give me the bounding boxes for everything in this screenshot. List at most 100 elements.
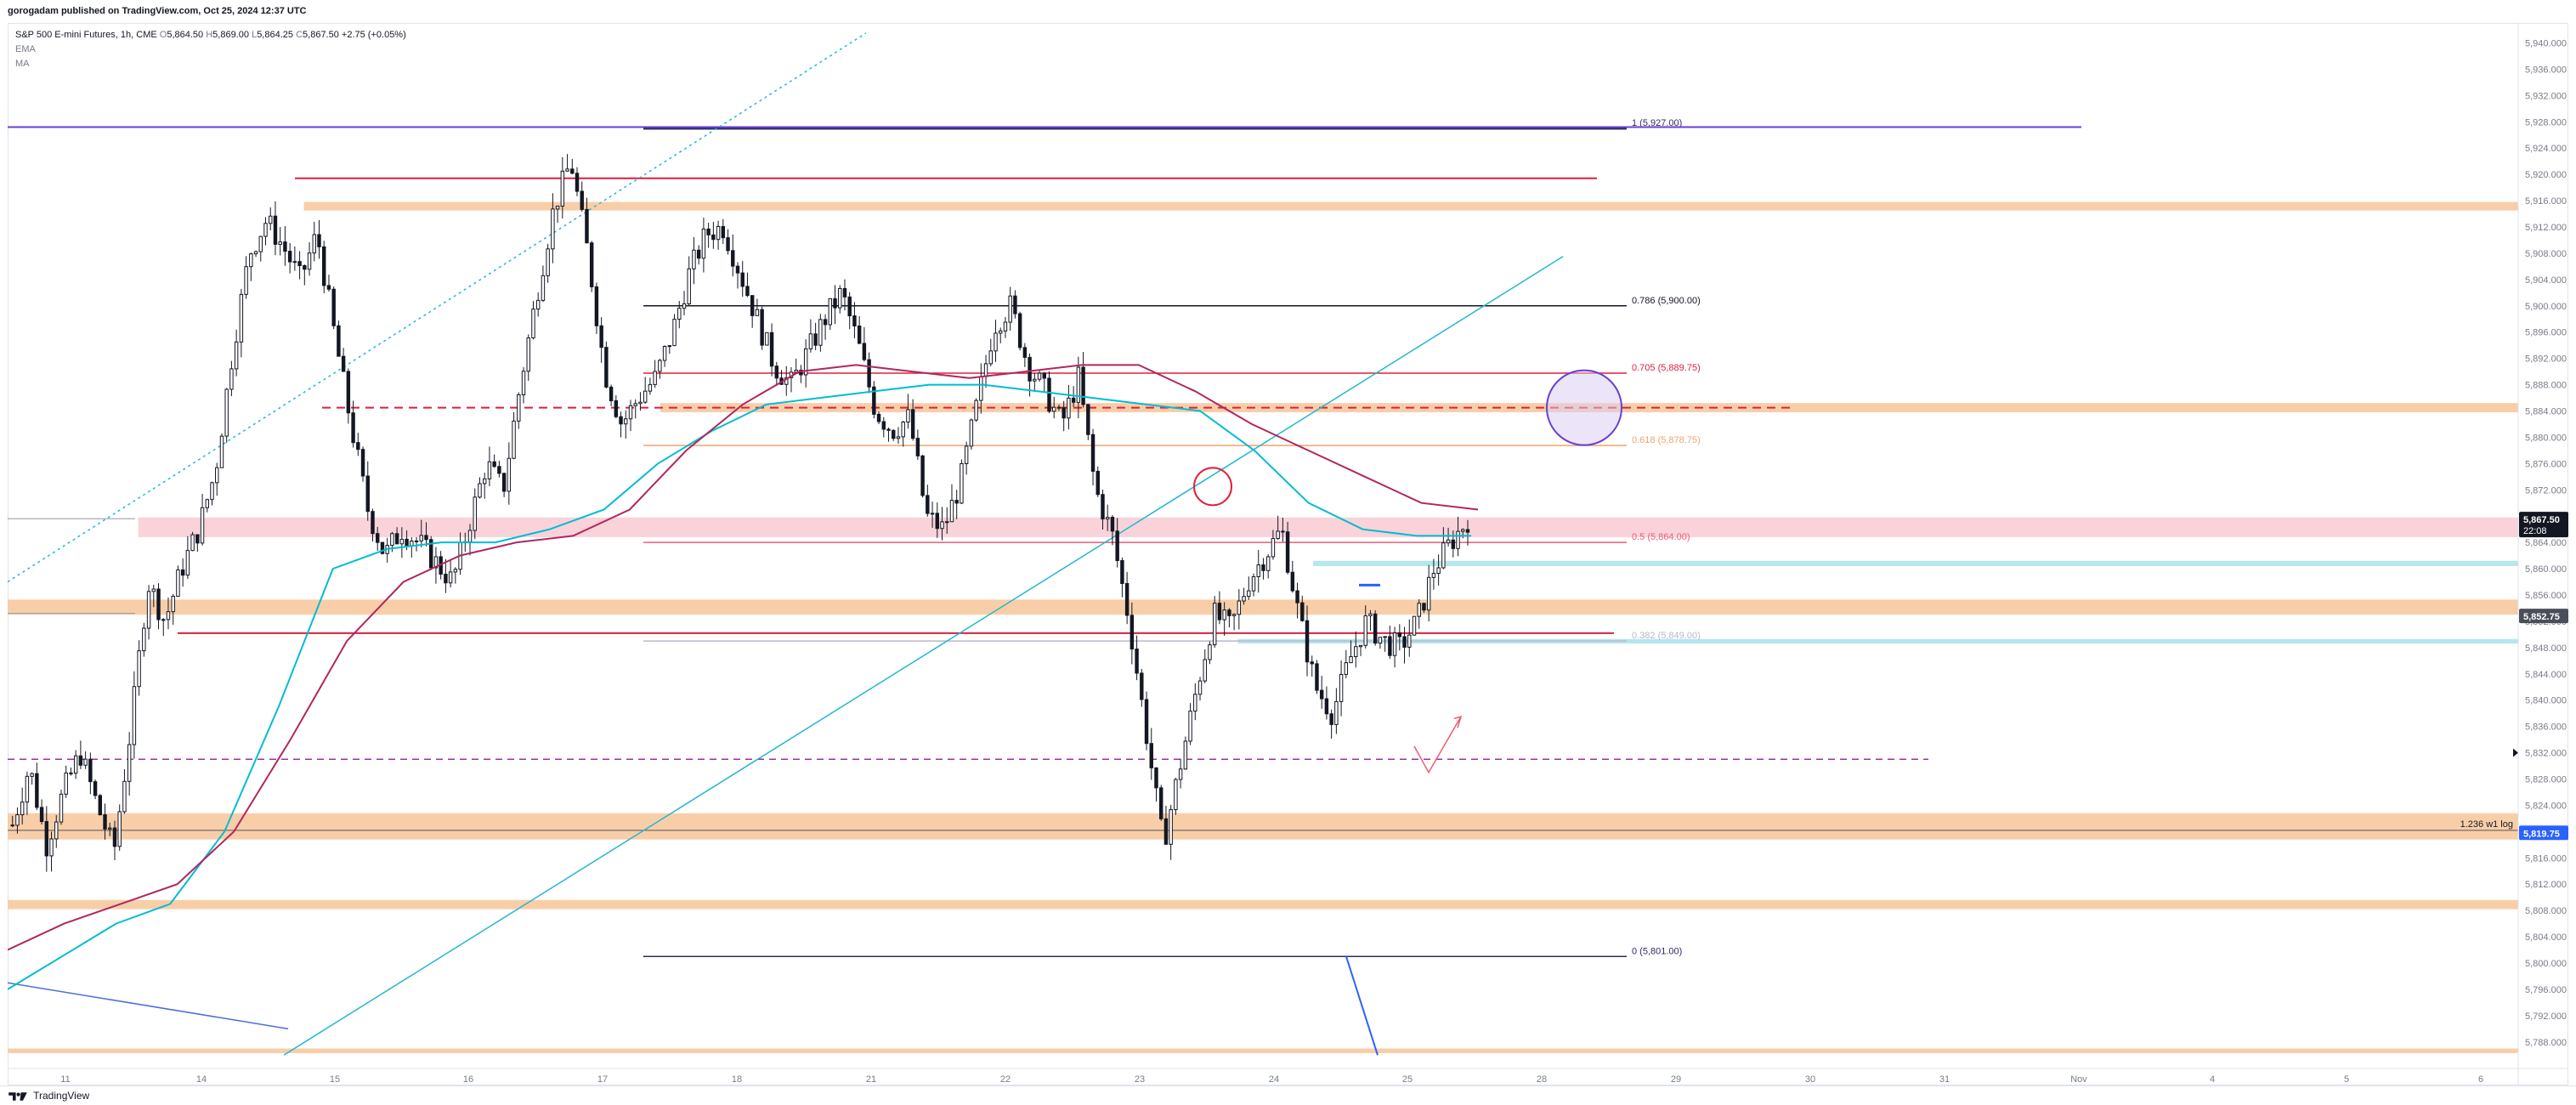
candle-up bbox=[1354, 646, 1358, 658]
candle-down bbox=[380, 541, 385, 554]
candle-down bbox=[283, 241, 287, 252]
candle-up bbox=[253, 251, 258, 255]
indicator-ma[interactable]: MA bbox=[15, 59, 30, 69]
candle-down bbox=[93, 781, 98, 796]
candle-down bbox=[1140, 672, 1144, 700]
candle-down bbox=[1261, 564, 1265, 571]
y-tick-label: 5,836.000 bbox=[2525, 722, 2567, 733]
y-tick-label: 5,844.000 bbox=[2525, 670, 2567, 680]
y-tick-label: 5,856.000 bbox=[2525, 591, 2567, 601]
candle-up bbox=[648, 383, 653, 392]
y-tick-label: 5,796.000 bbox=[2525, 985, 2567, 995]
candle-up bbox=[896, 436, 901, 439]
price-chart[interactable]: 1 (5,927.00) 0.786 (5,900.00) 0.705 (5,889… bbox=[8, 23, 2568, 1085]
candle-up bbox=[628, 405, 633, 420]
candle-down bbox=[769, 332, 774, 367]
candle-down bbox=[331, 288, 336, 326]
x-tick-label: 11 bbox=[60, 1074, 70, 1085]
candle-up bbox=[531, 309, 535, 339]
candle-up bbox=[1436, 567, 1441, 575]
candle-down bbox=[609, 386, 614, 401]
candle-up bbox=[73, 755, 78, 774]
candle-down bbox=[424, 535, 428, 541]
x-tick-label: 25 bbox=[1402, 1074, 1413, 1085]
x-tick-label: 29 bbox=[1671, 1074, 1681, 1085]
annotation-w1-log: 1.236 w1 log bbox=[2460, 819, 2513, 830]
candle-up bbox=[808, 333, 813, 349]
candle-up bbox=[682, 303, 687, 309]
x-tick-label: 4 bbox=[2210, 1074, 2215, 1085]
candle-up bbox=[1242, 596, 1246, 602]
candle-up bbox=[1441, 542, 1446, 569]
candle-down bbox=[599, 325, 603, 348]
y-tick-label: 5,824.000 bbox=[2525, 801, 2567, 811]
candle-up bbox=[205, 499, 210, 508]
candle-down bbox=[1154, 767, 1158, 789]
candle-down bbox=[910, 409, 915, 439]
candle-up bbox=[526, 337, 530, 372]
price-label: 5,852.75 bbox=[2523, 612, 2560, 622]
candle-down bbox=[1101, 494, 1105, 520]
candle-down bbox=[365, 475, 370, 513]
candle-up bbox=[692, 249, 696, 269]
high-label: H bbox=[206, 30, 213, 40]
candle-up bbox=[1052, 406, 1056, 412]
candle-down bbox=[954, 500, 959, 504]
candle-down bbox=[872, 386, 876, 415]
candle-up bbox=[999, 330, 1003, 334]
zone-orange-4 bbox=[8, 599, 2518, 615]
x-tick-label: 6 bbox=[2478, 1074, 2483, 1085]
y-tick-label: 5,896.000 bbox=[2525, 328, 2567, 338]
candle-down bbox=[580, 190, 584, 210]
candle-up bbox=[1426, 576, 1431, 611]
candle-down bbox=[346, 371, 351, 414]
candle-down bbox=[1397, 632, 1402, 638]
indicator-ema[interactable]: EMA bbox=[15, 44, 36, 54]
candle-up bbox=[624, 418, 628, 425]
y-tick-label: 5,900.000 bbox=[2525, 302, 2567, 312]
candle-down bbox=[1217, 603, 1222, 620]
zone-orange-6 bbox=[8, 813, 2518, 840]
candle-up bbox=[1076, 366, 1081, 403]
low-value: 5,864.25 bbox=[257, 30, 294, 40]
candle-up bbox=[638, 401, 643, 405]
candle-up bbox=[541, 275, 546, 301]
candle-up bbox=[210, 482, 214, 501]
zones-layer bbox=[8, 201, 2519, 1053]
candle-down bbox=[1124, 583, 1129, 616]
candle-up bbox=[1349, 656, 1353, 664]
y-tick-label: 5,880.000 bbox=[2525, 433, 2567, 443]
candle-up bbox=[224, 388, 229, 437]
candle-up bbox=[219, 435, 224, 468]
x-tick-label: 16 bbox=[463, 1074, 473, 1085]
candle-up bbox=[979, 376, 983, 401]
candle-down bbox=[405, 538, 409, 547]
drawings-layer: 1 (5,927.00) 0.786 (5,900.00) 0.705 (5,889… bbox=[8, 32, 2518, 1056]
candle-up bbox=[15, 814, 20, 826]
ma-line bbox=[8, 364, 1479, 951]
x-tick-label: 21 bbox=[866, 1074, 876, 1085]
candle-down bbox=[303, 265, 307, 270]
candle-down bbox=[273, 215, 278, 245]
candle-up bbox=[784, 377, 789, 385]
candle-up bbox=[1003, 321, 1008, 332]
footer-brand[interactable]: TradingView bbox=[33, 1090, 90, 1102]
candle-up bbox=[1378, 637, 1383, 644]
candle-up bbox=[20, 802, 25, 816]
open-value: 5,864.50 bbox=[167, 30, 204, 40]
y-tick-label: 5,884.000 bbox=[2525, 406, 2567, 416]
price-label-box bbox=[2519, 512, 2568, 538]
fib-label-0.786: 0.786 (5,900.00) bbox=[1632, 296, 1701, 306]
change-value: +2.75 (+0.05%) bbox=[341, 30, 406, 40]
dotted-trend-line bbox=[8, 32, 867, 583]
x-tick-label: 22 bbox=[1000, 1074, 1011, 1085]
candle-up bbox=[278, 241, 282, 245]
candle-up bbox=[292, 261, 297, 264]
y-tick-label: 5,920.000 bbox=[2525, 170, 2567, 180]
candle-up bbox=[1417, 603, 1421, 617]
candle-down bbox=[1373, 613, 1378, 644]
candle-up bbox=[687, 268, 691, 304]
candle-down bbox=[585, 208, 589, 244]
high-value: 5,869.00 bbox=[212, 30, 249, 40]
candle-down bbox=[570, 168, 575, 174]
